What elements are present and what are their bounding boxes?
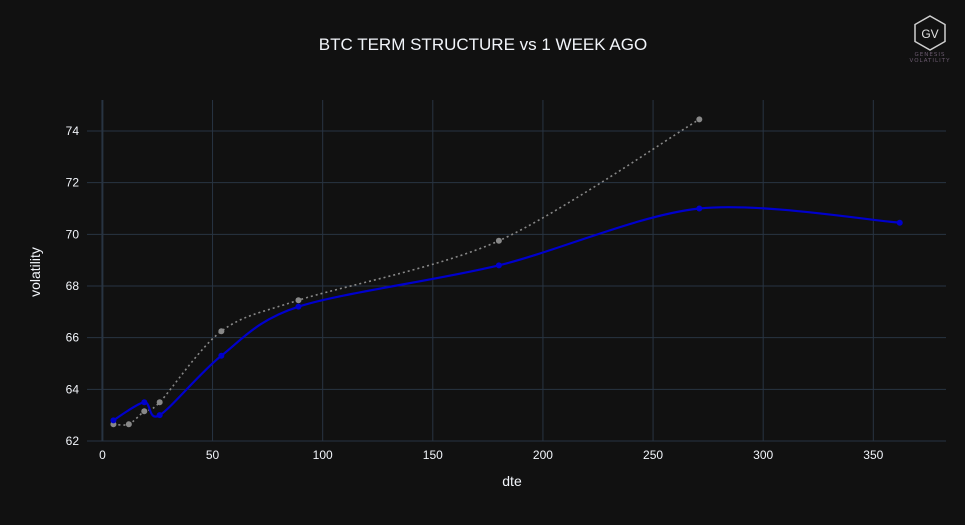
data-point-current [295,303,302,310]
data-point-current [896,219,903,226]
logo-initials: GV [921,27,938,41]
data-point-week_ago [295,297,302,304]
tick-labels: 0 50 100 150 200 250 300 350 62 64 66 68 70 72 74 [66,124,884,462]
y-tick-label: 70 [66,227,80,241]
y-tick-label: 68 [66,279,80,293]
grid [87,100,946,442]
logo-line1: GENESIS [914,52,946,58]
y-tick-label: 66 [66,331,80,345]
hexagon-logo-icon: GV [914,15,946,51]
data-point-week_ago [218,328,225,335]
y-tick-label: 74 [66,124,80,138]
y-tick-label: 72 [66,176,80,190]
data-point-current [156,412,163,419]
series-line-week_ago [113,118,700,426]
data-point-week_ago [156,399,163,406]
data-point-current [218,352,225,359]
data-point-current [495,262,502,269]
x-tick-label: 100 [313,448,333,462]
genesis-volatility-logo: GV GENESIS VOLATILITY [902,14,958,66]
data-point-week_ago [125,421,132,428]
x-tick-label: 350 [863,448,883,462]
series-layer [110,116,903,428]
data-point-current [110,417,117,424]
x-tick-label: 250 [643,448,663,462]
logo-line2: VOLATILITY [909,58,951,64]
y-tick-label: 64 [66,382,80,396]
data-point-current [141,399,148,406]
x-tick-label: 50 [206,448,220,462]
x-tick-label: 200 [533,448,553,462]
y-tick-label: 62 [66,434,80,448]
data-point-current [696,205,703,212]
chart-title: BTC TERM STRUCTURE vs 1 WEEK AGO [319,35,647,54]
x-tick-label: 150 [423,448,443,462]
y-axis-label: volatility [27,247,43,297]
data-point-week_ago [495,237,502,244]
data-point-week_ago [696,116,703,123]
x-axis-label: dte [502,473,522,489]
data-point-week_ago [141,408,148,415]
series-line-current [112,206,900,422]
x-tick-label: 0 [99,448,106,462]
x-tick-label: 300 [753,448,773,462]
